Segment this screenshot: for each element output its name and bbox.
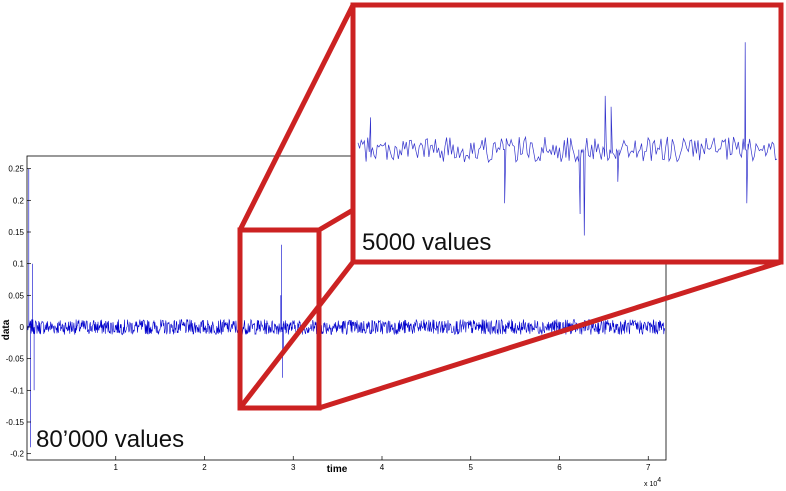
main-x-tick-label: 5 [469, 463, 474, 472]
main-x-tick-label: 4 [380, 463, 385, 472]
connector-top-right [317, 207, 355, 233]
main-y-tick-label: 0.05 [8, 291, 24, 300]
main-y-tick-label: -0.1 [10, 386, 24, 395]
inset-chart: 5000 values [350, 2, 784, 265]
main-x-tick-label: 1 [114, 463, 119, 472]
main-annotation: 80’000 values [36, 426, 184, 453]
main-y-tick-label: 0.25 [8, 165, 24, 174]
main-y-tick-label: -0.2 [10, 450, 24, 459]
connector-bottom-left [238, 260, 355, 410]
main-x-tick-label: 3 [291, 463, 296, 472]
main-y-tick-label: -0.15 [6, 418, 25, 427]
inset-background [353, 5, 781, 262]
x-multiplier-exponent: 4 [657, 477, 661, 484]
main-y-tick-label: 0.2 [13, 196, 25, 205]
main-x-tick-label: 6 [557, 463, 562, 472]
main-y-tick-label: -0.05 [6, 355, 25, 364]
main-y-ticks: 0.25 0.2 0.15 0.1 0.05 0 -0.05 -0.1 -0.15 -0.2 [6, 165, 31, 459]
inset-frame [350, 2, 784, 265]
connector-bottom-right [318, 259, 782, 411]
inset-series-line [357, 42, 778, 236]
main-y-tick-label: 0.15 [8, 228, 24, 237]
main-x-tick-label: 7 [646, 463, 651, 472]
inset-annotation: 5000 values [362, 229, 491, 256]
main-x-multiplier: x 104 [644, 477, 661, 488]
main-x-axis-title: time [327, 464, 348, 475]
zoom-selection-box [237, 227, 322, 411]
main-x-tick-label: 2 [202, 463, 207, 472]
main-y-axis-title: data [1, 319, 12, 340]
main-y-tick-label: 0 [20, 323, 25, 332]
x-multiplier-base: x 10 [644, 481, 657, 488]
main-series-line [27, 168, 665, 448]
main-y-tick-label: 0.1 [13, 260, 25, 269]
connector-top-left [237, 3, 356, 232]
zoom-connectors [237, 3, 782, 411]
main-x-ticks: 1 2 3 4 5 6 7 [114, 456, 651, 472]
